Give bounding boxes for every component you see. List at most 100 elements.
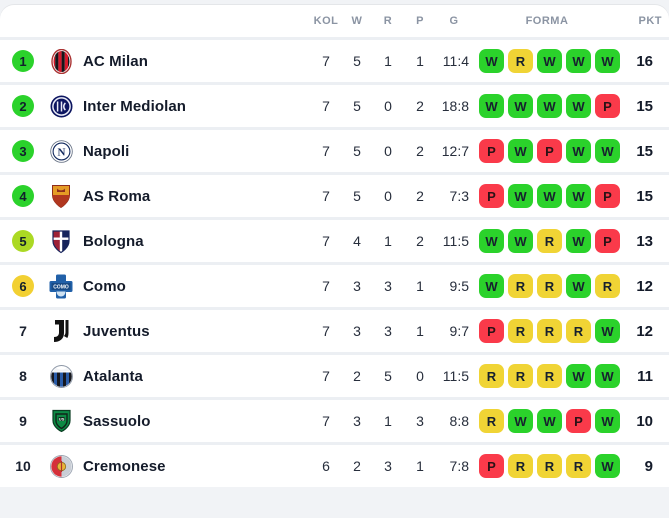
points-value: 16 [636, 52, 653, 70]
form-result-badge: R [479, 364, 504, 388]
team-logo [46, 95, 76, 118]
form-result-badge: W [537, 409, 562, 433]
goals-value: 11:4 [442, 53, 469, 69]
form-result-badge: R [537, 229, 562, 253]
form-result-badge: P [479, 184, 504, 208]
draws-value: 1 [384, 53, 392, 69]
rank-badge: 5 [12, 230, 34, 252]
losses-value: 2 [416, 98, 424, 114]
team-name: Napoli [83, 142, 130, 160]
wins-value: 5 [353, 143, 361, 159]
points-value: 15 [636, 187, 653, 205]
points-value: 15 [636, 97, 653, 115]
form-result-badge: W [595, 364, 620, 388]
form-result-badge: R [479, 409, 504, 433]
form-result-badge: R [537, 319, 562, 343]
form-result-badge: W [566, 49, 591, 73]
matches-value: 7 [322, 323, 330, 339]
goals-value: 8:8 [449, 413, 469, 429]
team-logo [46, 229, 76, 254]
form-result-badge: P [595, 229, 620, 253]
rank-badge: 1 [12, 50, 34, 72]
team-logo: US [46, 409, 76, 433]
form-result-badge: W [566, 364, 591, 388]
points-value: 11 [637, 367, 653, 385]
svg-text:N: N [57, 146, 65, 158]
team-logo [46, 454, 76, 478]
header-pkt: PKT [638, 15, 662, 27]
form-result-badge: P [537, 139, 562, 163]
draws-value: 3 [384, 323, 392, 339]
form-result-badge: W [508, 94, 533, 118]
form-result-badge: P [595, 94, 620, 118]
form-result-badge: R [566, 454, 591, 478]
rank-badge: 10 [15, 458, 31, 474]
form-result-badge: P [479, 454, 504, 478]
points-value: 12 [636, 277, 653, 295]
rank-badge: 9 [19, 413, 27, 429]
losses-value: 0 [416, 368, 424, 384]
wins-value: 4 [353, 233, 361, 249]
form-result-badge: P [566, 409, 591, 433]
losses-value: 2 [416, 143, 424, 159]
team-logo [46, 364, 76, 388]
form-result-badge: P [479, 319, 504, 343]
wins-value: 3 [353, 278, 361, 294]
draws-value: 5 [384, 368, 392, 384]
form-result-badge: W [566, 139, 591, 163]
matches-value: 7 [322, 143, 330, 159]
matches-value: 6 [322, 458, 330, 474]
form-result-badge: P [479, 139, 504, 163]
form-result-badge: W [508, 139, 533, 163]
wins-value: 2 [353, 368, 361, 384]
points-value: 15 [636, 142, 653, 160]
form-result-badge: W [566, 184, 591, 208]
form-result-badge: W [595, 454, 620, 478]
team-name: Inter Mediolan [83, 97, 187, 115]
form-result-badge: R [595, 274, 620, 298]
team-logo: COMO [46, 274, 76, 299]
goals-value: 9:5 [449, 278, 469, 294]
wins-value: 2 [353, 458, 361, 474]
form-result-badge: R [508, 364, 533, 388]
goals-value: 7:8 [449, 458, 469, 474]
team-name: Bologna [83, 232, 144, 250]
team-name: Juventus [83, 322, 150, 340]
team-logo [46, 184, 76, 209]
header-r: R [383, 15, 393, 27]
rank-badge: 7 [19, 323, 27, 339]
form-result-badge: W [537, 49, 562, 73]
points-value: 9 [644, 457, 653, 475]
team-name: Cremonese [83, 457, 166, 475]
goals-value: 7:3 [449, 188, 469, 204]
league-table: KOL W R P G FORMA PKT 1 AC Milan 7 5 1 1… [0, 5, 669, 487]
matches-value: 7 [322, 98, 330, 114]
header-p: P [416, 15, 424, 27]
matches-value: 7 [322, 368, 330, 384]
team-logo [46, 48, 76, 74]
goals-value: 11:5 [442, 233, 469, 249]
svg-text:US: US [58, 416, 64, 421]
rank-badge: 4 [12, 185, 34, 207]
header-w: W [351, 15, 363, 27]
goals-value: 12:7 [441, 143, 469, 159]
matches-value: 7 [322, 233, 330, 249]
wins-value: 5 [353, 53, 361, 69]
form-result-badge: W [595, 139, 620, 163]
draws-value: 1 [384, 413, 392, 429]
